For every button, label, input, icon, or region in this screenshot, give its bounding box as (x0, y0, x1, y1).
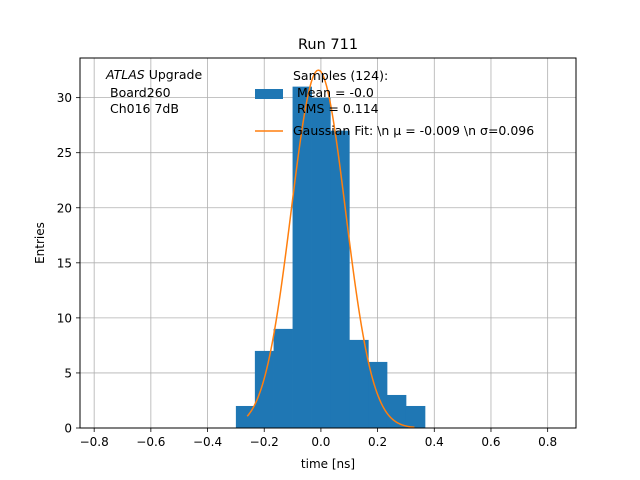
plot-frame (79, 57, 577, 429)
histogram-bar (349, 339, 369, 428)
gaussian-fit-curve (246, 69, 415, 429)
histogram-bar (273, 328, 293, 428)
histogram-bar (292, 86, 312, 428)
y-tick-label: 20 (57, 201, 72, 215)
y-tick-label: 30 (57, 91, 72, 105)
annotation-line-2: Board260 (110, 85, 171, 100)
histogram-bar (254, 350, 274, 428)
x-tick-label: −0.8 (80, 435, 109, 449)
annotation-line-1: ATLAS Upgrade (105, 67, 202, 82)
x-tick-label: 0.2 (368, 435, 387, 449)
y-tick-label: 0 (64, 422, 72, 436)
x-tick-label: −0.4 (193, 435, 222, 449)
legend-histogram-swatch (255, 89, 283, 99)
histogram-bars (235, 86, 426, 429)
x-tick-label: −0.6 (136, 435, 165, 449)
x-tick-label: −0.2 (250, 435, 279, 449)
y-tick-label: 10 (57, 311, 72, 325)
legend-samples-line-3: RMS = 0.114 (297, 101, 379, 116)
annotation: ATLAS Upgrade Board260 Ch016 7dB (105, 67, 202, 116)
y-axis-ticks: 0 5 10 15 20 25 30 (57, 91, 80, 436)
annotation-upgrade: Upgrade (145, 67, 203, 82)
x-tick-label: 0.6 (481, 435, 500, 449)
x-axis-label: time [ns] (301, 457, 355, 471)
chart-title: Run 711 (298, 37, 358, 53)
histogram-bar (405, 405, 426, 428)
histogram-bar (311, 97, 331, 429)
x-axis-ticks: −0.8 −0.6 −0.4 −0.2 0.0 0.2 0.4 0.6 0.8 (80, 428, 557, 449)
legend-samples-line-2: Mean = -0.0 (297, 85, 374, 100)
y-axis-label: Entries (33, 222, 47, 264)
y-tick-label: 5 (64, 366, 72, 380)
histogram-bar (386, 394, 407, 428)
annotation-atlas: ATLAS (105, 67, 145, 82)
x-tick-label: 0.0 (311, 435, 330, 449)
y-tick-label: 15 (57, 256, 72, 270)
legend-fit-label: Gaussian Fit: \n μ = -0.009 \n σ=0.096 (293, 123, 534, 138)
x-tick-label: 0.4 (425, 435, 444, 449)
y-tick-label: 25 (57, 146, 72, 160)
legend: Samples (124): Mean = -0.0 RMS = 0.114 G… (255, 68, 534, 138)
x-tick-label: 0.8 (538, 435, 557, 449)
legend-samples-line-1: Samples (124): (293, 68, 388, 83)
annotation-line-3: Ch016 7dB (110, 101, 179, 116)
histogram-bar (330, 130, 350, 428)
